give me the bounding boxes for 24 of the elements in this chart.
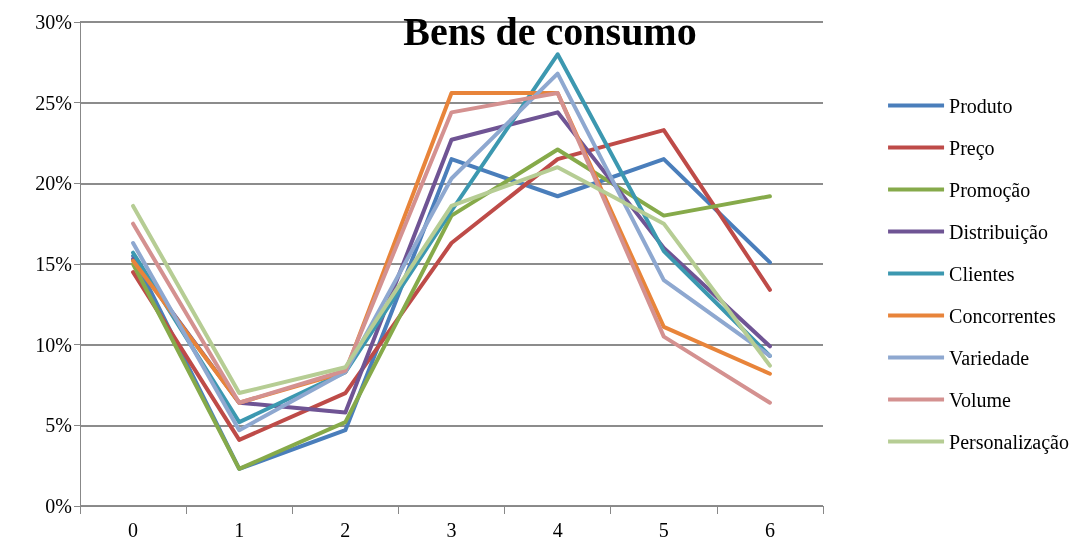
y-tick-label: 10%	[35, 333, 72, 356]
x-tick-label: 0	[128, 519, 139, 541]
legend-label: Promoção	[949, 178, 1031, 202]
legend-label: Variedade	[949, 346, 1030, 369]
legend-label: Concorrentes	[949, 304, 1056, 327]
x-tick-label: 5	[658, 519, 669, 541]
y-tick-label: 25%	[35, 91, 72, 114]
y-tick-label: 20%	[35, 172, 72, 195]
legend-label: Clientes	[949, 262, 1015, 285]
y-tick-label: 0%	[45, 495, 72, 517]
y-tick-label: 5%	[45, 414, 72, 437]
legend-label: Distribuição	[949, 220, 1048, 244]
chart-title: Bens de consumo	[403, 8, 697, 54]
x-tick-label: 1	[234, 519, 245, 541]
x-tick-label: 2	[340, 519, 351, 541]
legend-label: Produto	[949, 94, 1013, 117]
y-tick-label: 15%	[35, 253, 72, 275]
legend-label: Volume	[949, 388, 1012, 411]
x-tick-label: 3	[446, 519, 457, 541]
legend-label: Personalização	[949, 430, 1070, 454]
legend-label: Preço	[949, 136, 995, 160]
x-tick-label: 4	[552, 519, 563, 541]
y-tick-label: 30%	[35, 11, 72, 33]
x-tick-label: 6	[764, 519, 775, 541]
